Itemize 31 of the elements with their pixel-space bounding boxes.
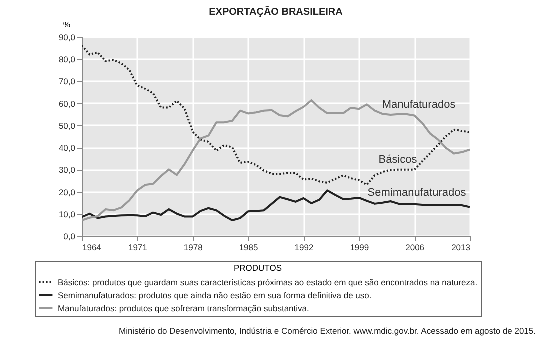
legend-label: Semimanufaturados: produtos que ainda não estão em sua forma definitiva de uso. [58, 290, 372, 300]
y-tick-label: 40,0 [58, 143, 76, 154]
y-axis-title: % [63, 20, 70, 30]
y-tick-label: 10,0 [58, 209, 76, 220]
line-series [82, 190, 470, 222]
legend-title: PRODUTOS [234, 263, 282, 273]
annotation: Manufaturados [382, 99, 456, 111]
x-tick-label: 1985 [239, 242, 259, 252]
y-tick-label: 30,0 [58, 165, 76, 176]
y-tick-label: 50,0 [58, 120, 76, 131]
x-tick-label: 1971 [128, 242, 148, 252]
x-tick-label: 2013 [452, 242, 471, 252]
x-tick-label: 1992 [294, 242, 314, 252]
annotation: Semimanufaturados [368, 187, 467, 199]
line-series [82, 44, 470, 186]
y-tick-label: 70,0 [58, 76, 76, 87]
y-tick-label: 0,0 [64, 232, 76, 242]
y-tick-label: 80,0 [58, 54, 76, 65]
x-tick-label: 1999 [350, 242, 370, 252]
y-tick-label: 90,0 [58, 32, 76, 42]
x-tick-label: 2006 [406, 242, 425, 252]
y-tick-label: 20,0 [58, 187, 76, 198]
x-tick-label: 1978 [184, 242, 204, 252]
x-tick-label: 1964 [82, 242, 102, 252]
legend-label: Manufaturados: produtos que sofreram transformação substantiva. [58, 304, 310, 314]
line-series [82, 99, 470, 222]
annotation: Básicos [378, 154, 418, 166]
chart-title: EXPORTAÇÃO BRASILEIRA [209, 6, 343, 18]
text: Ministério do Desenvolvimento, Indústria e Comércio Exterior. www.mdic.gov.br. Acessado em agosto de 2015. [118, 326, 536, 336]
y-tick-label: 60,0 [58, 98, 76, 109]
legend-label: Básicos: produtos que guardam suas características próximas ao estado em que são encontrados na natureza. [58, 278, 478, 288]
